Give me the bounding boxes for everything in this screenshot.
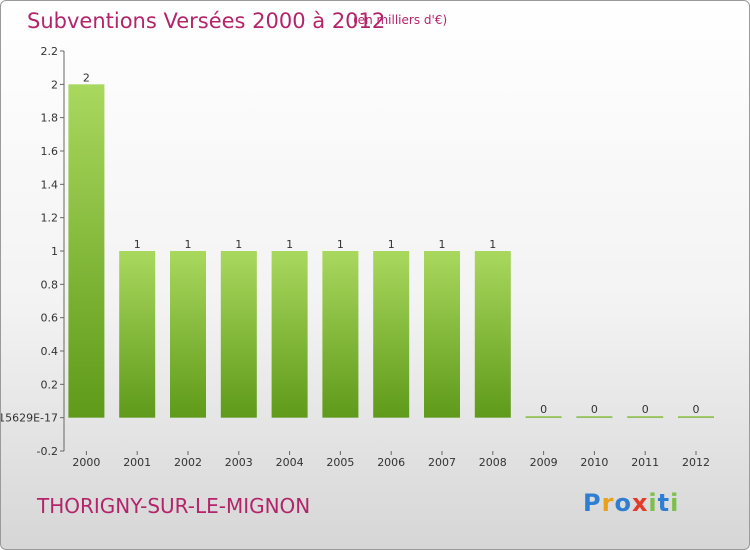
value-label: 1 — [134, 238, 141, 251]
bar — [68, 84, 105, 418]
value-label: 1 — [337, 238, 344, 251]
y-tick-label: 1 — [51, 245, 58, 258]
y-tick-label: -0.2 — [37, 445, 58, 458]
value-label: 2 — [83, 71, 90, 84]
x-tick-label: 2011 — [631, 456, 659, 469]
value-label: 0 — [591, 403, 598, 416]
y-tick-label: 0.4 — [41, 345, 59, 358]
chart-bars — [68, 84, 714, 418]
proxiti-logo: Proxiti — [583, 489, 679, 517]
logo-letter: r — [601, 489, 615, 517]
value-label: 1 — [388, 238, 395, 251]
x-tick-label: 2009 — [530, 456, 558, 469]
logo-letter: o — [614, 489, 632, 517]
bar — [322, 251, 359, 418]
value-label: 1 — [489, 238, 496, 251]
y-tick-label: 0.6 — [41, 312, 59, 325]
bar — [525, 416, 562, 418]
bar — [474, 251, 511, 418]
y-tick-label: -1.5265566588595902E-17-15629E-17 — [1, 412, 58, 425]
x-tick-label: 2008 — [479, 456, 507, 469]
x-tick-label: 2000 — [72, 456, 100, 469]
y-tick-label: 1.4 — [41, 178, 59, 191]
x-tick-label: 2002 — [174, 456, 202, 469]
logo-letter: i — [648, 489, 658, 517]
x-tick-label: 2012 — [682, 456, 710, 469]
y-tick-label: 2 — [51, 78, 58, 91]
bar — [627, 416, 664, 418]
x-tick-label: 2004 — [276, 456, 304, 469]
chart-axes: -0.2 -1.5265566588595902E-17-15629E-17 0.2… — [1, 45, 697, 458]
bar — [220, 251, 257, 418]
bar — [576, 416, 613, 418]
commune-name: THORIGNY-SUR-LE-MIGNON — [37, 494, 311, 518]
x-tick-label: 2003 — [225, 456, 253, 469]
value-label: 0 — [540, 403, 547, 416]
y-tick-label: 1.6 — [41, 145, 59, 158]
bar — [424, 251, 460, 418]
bar — [119, 251, 156, 418]
y-tick-label: 0.2 — [41, 378, 59, 391]
x-tick-label: 2010 — [580, 456, 608, 469]
logo-letter: P — [583, 489, 602, 517]
value-label: 1 — [439, 238, 446, 251]
value-label: 0 — [642, 403, 649, 416]
y-tick-label: 2.2 — [41, 45, 59, 58]
logo-letter: i — [670, 489, 680, 517]
bar — [373, 251, 410, 418]
value-label: 1 — [185, 238, 192, 251]
value-label: 1 — [286, 238, 293, 251]
y-tick-label: 1.8 — [41, 112, 59, 125]
y-tick-label: 1.2 — [41, 212, 59, 225]
value-label: 0 — [693, 403, 700, 416]
y-tick-label: 0.8 — [41, 278, 59, 291]
logo-letter: x — [631, 489, 649, 517]
bar — [678, 416, 714, 418]
chart-labels: 2 2000 1 2001 1 2002 1 2003 1 2004 1 2005 1 2006 1 2007… — [72, 71, 710, 469]
x-tick-label: 2006 — [377, 456, 405, 469]
chart-title: Subventions Versées 2000 à 2012 — [27, 9, 386, 33]
chart-unit: (en milliers d'€) — [353, 13, 448, 27]
bar — [271, 251, 308, 418]
logo-letter: t — [657, 489, 671, 517]
x-tick-label: 2005 — [326, 456, 354, 469]
x-tick-label: 2001 — [123, 456, 151, 469]
bar — [170, 251, 206, 418]
value-label: 1 — [235, 238, 242, 251]
x-tick-label: 2007 — [428, 456, 456, 469]
